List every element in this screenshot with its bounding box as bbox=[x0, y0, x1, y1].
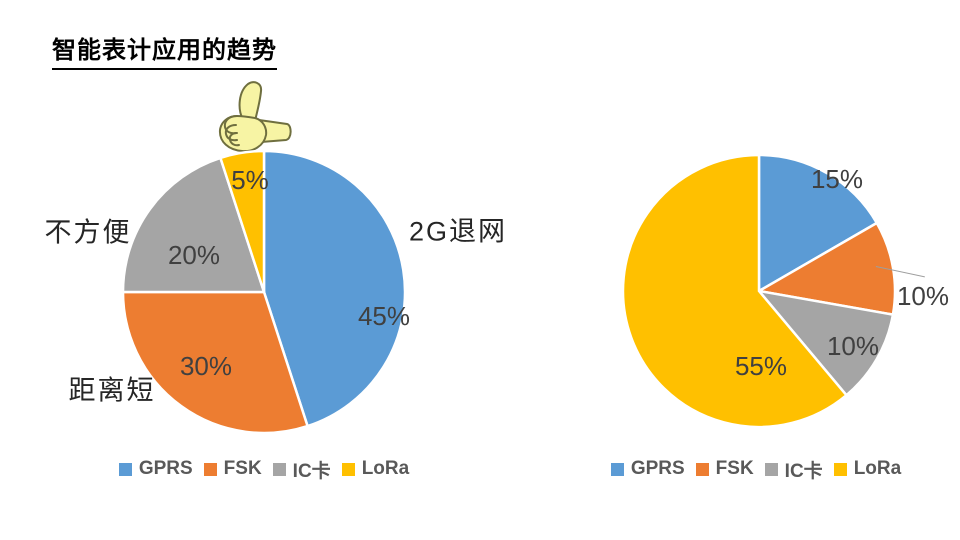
pie-slice-FSK[interactable] bbox=[755, 221, 897, 317]
finger-curl bbox=[224, 124, 238, 142]
legend-item-LoRa[interactable]: LoRa bbox=[341, 458, 410, 480]
left-pie-label-gprs: 45% bbox=[357, 301, 411, 331]
legend-label: GPRS bbox=[630, 458, 685, 479]
legend-item-FSK[interactable]: FSK bbox=[203, 458, 262, 480]
thumb-finger bbox=[238, 81, 263, 122]
pie-slice-IC卡[interactable] bbox=[755, 289, 895, 397]
pie-slice-GPRS[interactable] bbox=[262, 149, 407, 428]
legend-swatch-icon bbox=[764, 462, 778, 476]
legend-label: FSK bbox=[223, 458, 262, 479]
legend-label: LoRa bbox=[853, 458, 902, 479]
legend-label: GPRS bbox=[138, 458, 193, 479]
legend-swatch-icon bbox=[833, 462, 847, 476]
left-pie-label-ic: 20% bbox=[167, 240, 221, 270]
pie-slice-IC卡[interactable] bbox=[121, 156, 266, 294]
pie-slice-FSK[interactable] bbox=[121, 290, 310, 435]
legend-swatch-icon bbox=[341, 462, 355, 476]
legend-label: LoRa bbox=[361, 458, 410, 479]
right-pie-chart bbox=[621, 153, 897, 429]
legend-item-IC卡[interactable]: IC卡 bbox=[764, 456, 823, 483]
legend-item-FSK[interactable]: FSK bbox=[695, 458, 754, 480]
legend-swatch-icon bbox=[272, 462, 286, 476]
legend-item-GPRS[interactable]: GPRS bbox=[118, 458, 193, 480]
annotation-distance: 距离短 bbox=[68, 375, 156, 406]
left-pie-legend: GPRS FSK IC卡 LoRa bbox=[24, 456, 504, 483]
pie-slice-GPRS[interactable] bbox=[757, 153, 879, 294]
left-pie-chart bbox=[121, 149, 407, 435]
legend-item-IC卡[interactable]: IC卡 bbox=[272, 456, 331, 483]
legend-swatch-icon bbox=[118, 462, 132, 476]
legend-swatch-icon bbox=[203, 462, 217, 476]
right-pie-label-fsk: 10% bbox=[896, 281, 950, 311]
left-pie-label-fsk: 30% bbox=[179, 351, 233, 381]
finger-curl bbox=[228, 132, 240, 147]
right-pie-label-ic: 10% bbox=[826, 331, 880, 361]
legend-label: IC卡 bbox=[292, 460, 331, 482]
legend-item-LoRa[interactable]: LoRa bbox=[833, 458, 902, 480]
legend-swatch-icon bbox=[695, 462, 709, 476]
legend-label: FSK bbox=[715, 458, 754, 479]
annotation-2g: 2G退网 bbox=[408, 216, 508, 247]
annotation-inconvenient: 不方便 bbox=[44, 217, 132, 248]
legend-label: IC卡 bbox=[784, 460, 823, 482]
thumbs-up-icon bbox=[218, 81, 292, 153]
legend-item-GPRS[interactable]: GPRS bbox=[610, 458, 685, 480]
pie-slice-LoRa[interactable] bbox=[621, 153, 849, 429]
left-pie-label-lora: 5% bbox=[231, 165, 269, 195]
finger-curl bbox=[223, 115, 238, 135]
right-pie-legend: GPRS FSK IC卡 LoRa bbox=[516, 456, 960, 483]
pie-slice-LoRa[interactable] bbox=[218, 149, 266, 293]
legend-swatch-icon bbox=[610, 462, 624, 476]
right-pie-label-lora: 55% bbox=[734, 351, 788, 381]
page-title: 智能表计应用的趋势 bbox=[52, 30, 277, 70]
thumb-wrist bbox=[258, 119, 292, 143]
right-pie-label-gprs: 15% bbox=[810, 164, 864, 194]
